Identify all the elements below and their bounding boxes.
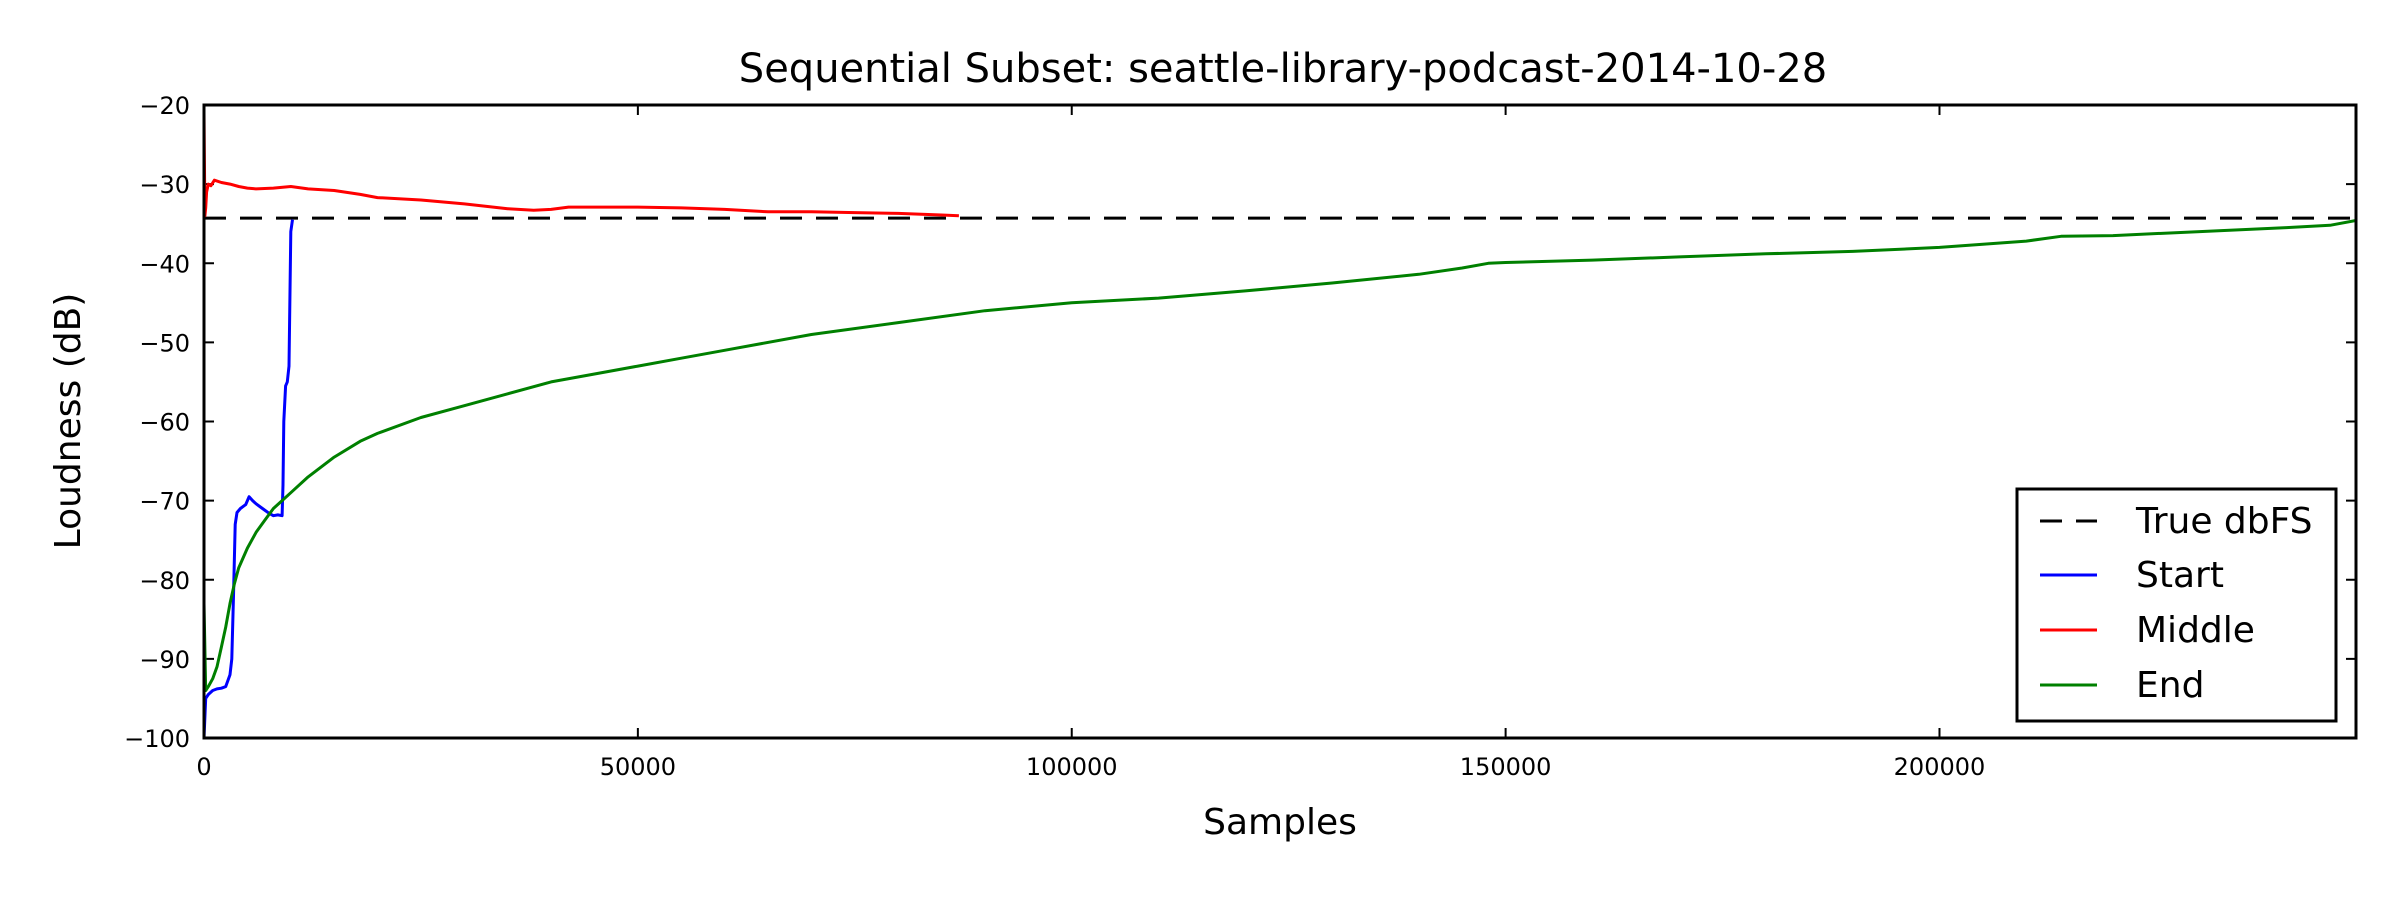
y-axis-label: Loudness (dB)	[48, 293, 89, 550]
series-line-start	[204, 219, 294, 738]
y-tick-label: −70	[139, 488, 190, 516]
series-line-end	[204, 219, 2356, 692]
chart-title: Sequential Subset: seattle-library-podca…	[739, 46, 1827, 92]
legend-label-end: End	[2136, 665, 2204, 706]
legend-label-true-dbfs: True dbFS	[2135, 501, 2313, 542]
legend: True dbFS Start Middle End	[2015, 487, 2338, 723]
legend-frame	[2015, 487, 2338, 723]
axis-tick-labels: 0 50000 100000 150000 200000 −100 −90 −80 −70 −60…	[124, 92, 1985, 781]
y-tick-label: −100	[124, 725, 190, 753]
y-tick-label: −80	[139, 567, 190, 595]
y-tick-label: −60	[139, 409, 190, 437]
y-tick-label: −50	[139, 329, 190, 357]
legend-label-middle: Middle	[2136, 610, 2255, 651]
x-tick-label: 50000	[600, 753, 676, 781]
x-tick-label: 200000	[1894, 753, 1986, 781]
legend-label-start: Start	[2136, 555, 2224, 596]
y-tick-label: −90	[139, 646, 190, 674]
series-line-middle	[204, 112, 959, 218]
plot-frame	[202, 103, 2358, 740]
x-tick-label: 100000	[1026, 753, 1118, 781]
x-axis-label: Samples	[1203, 802, 1357, 843]
y-tick-label: −40	[139, 250, 190, 278]
series-group	[204, 112, 2356, 738]
x-tick-label: 150000	[1460, 753, 1552, 781]
y-tick-label: −20	[139, 92, 190, 120]
x-tick-label: 0	[196, 753, 211, 781]
y-tick-label: −30	[139, 171, 190, 199]
